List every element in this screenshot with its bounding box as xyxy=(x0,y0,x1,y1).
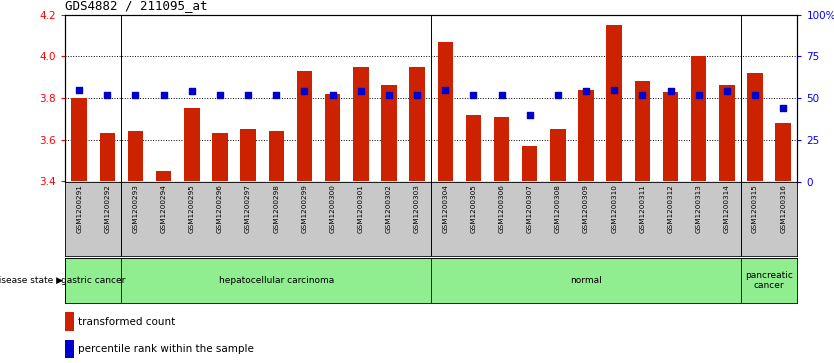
Bar xyxy=(122,258,431,303)
Bar xyxy=(128,131,143,182)
Point xyxy=(298,89,311,94)
Text: GSM1200310: GSM1200310 xyxy=(611,184,617,233)
Bar xyxy=(212,134,228,182)
Text: GSM1200293: GSM1200293 xyxy=(133,184,138,233)
Bar xyxy=(156,171,171,182)
Text: GSM1200301: GSM1200301 xyxy=(358,184,364,233)
Text: hepatocellular carcinoma: hepatocellular carcinoma xyxy=(219,276,334,285)
Bar xyxy=(776,123,791,182)
Point xyxy=(73,87,86,93)
Text: GSM1200314: GSM1200314 xyxy=(724,184,730,233)
Point xyxy=(580,89,593,94)
Text: GSM1200300: GSM1200300 xyxy=(329,184,335,233)
Bar xyxy=(353,67,369,182)
Point xyxy=(692,92,706,98)
Point xyxy=(101,92,114,98)
Bar xyxy=(691,56,706,182)
Bar xyxy=(431,258,741,303)
Bar xyxy=(494,117,510,182)
Bar xyxy=(381,85,397,182)
Text: GSM1200306: GSM1200306 xyxy=(499,184,505,233)
Point xyxy=(439,87,452,93)
Bar xyxy=(578,90,594,182)
Point xyxy=(128,92,142,98)
Text: gastric cancer: gastric cancer xyxy=(61,276,125,285)
Point xyxy=(748,92,761,98)
Bar xyxy=(465,115,481,182)
Point xyxy=(495,92,508,98)
Bar xyxy=(325,94,340,182)
Bar xyxy=(240,129,256,182)
Bar xyxy=(65,258,122,303)
Text: GSM1200302: GSM1200302 xyxy=(386,184,392,233)
Bar xyxy=(72,98,87,182)
Text: GDS4882 / 211095_at: GDS4882 / 211095_at xyxy=(65,0,208,12)
Text: disease state ▶: disease state ▶ xyxy=(0,276,63,285)
Point xyxy=(354,89,368,94)
Text: GSM1200298: GSM1200298 xyxy=(274,184,279,233)
Point xyxy=(664,89,677,94)
Text: GSM1200299: GSM1200299 xyxy=(301,184,308,233)
Text: GSM1200294: GSM1200294 xyxy=(161,184,167,233)
Text: GSM1200307: GSM1200307 xyxy=(527,184,533,233)
Bar xyxy=(550,129,565,182)
Point xyxy=(776,105,790,111)
Bar xyxy=(635,81,651,182)
Bar xyxy=(269,131,284,182)
Bar xyxy=(297,71,312,182)
Point xyxy=(721,89,734,94)
Text: normal: normal xyxy=(570,276,602,285)
Bar xyxy=(184,109,199,182)
Text: GSM1200315: GSM1200315 xyxy=(752,184,758,233)
Text: GSM1200305: GSM1200305 xyxy=(470,184,476,233)
Point xyxy=(551,92,565,98)
Bar xyxy=(606,25,622,182)
Point xyxy=(523,112,536,118)
Text: GSM1200297: GSM1200297 xyxy=(245,184,251,233)
Text: GSM1200292: GSM1200292 xyxy=(104,184,110,233)
Point xyxy=(242,92,255,98)
Text: GSM1200311: GSM1200311 xyxy=(640,184,646,233)
Point xyxy=(185,89,198,94)
Point xyxy=(382,92,395,98)
Text: GSM1200291: GSM1200291 xyxy=(76,184,82,233)
Text: GSM1200296: GSM1200296 xyxy=(217,184,223,233)
Point xyxy=(157,92,170,98)
Bar xyxy=(747,73,763,182)
Bar xyxy=(663,92,678,182)
Text: percentile rank within the sample: percentile rank within the sample xyxy=(78,344,254,354)
Point xyxy=(269,92,283,98)
Text: GSM1200316: GSM1200316 xyxy=(781,184,786,233)
Text: GSM1200313: GSM1200313 xyxy=(696,184,701,233)
Point xyxy=(467,92,480,98)
Bar xyxy=(719,85,735,182)
Point xyxy=(214,92,227,98)
Point xyxy=(607,87,620,93)
Text: transformed count: transformed count xyxy=(78,317,175,327)
Bar xyxy=(65,340,74,358)
Text: pancreatic
cancer: pancreatic cancer xyxy=(746,271,793,290)
Bar xyxy=(522,146,537,182)
Point xyxy=(410,92,424,98)
Text: GSM1200308: GSM1200308 xyxy=(555,184,561,233)
Bar xyxy=(99,134,115,182)
Bar xyxy=(438,42,453,182)
Bar xyxy=(65,313,74,331)
Text: GSM1200309: GSM1200309 xyxy=(583,184,589,233)
Bar xyxy=(409,67,425,182)
Bar xyxy=(741,258,797,303)
Text: GSM1200295: GSM1200295 xyxy=(188,184,195,233)
Point xyxy=(636,92,649,98)
Point xyxy=(326,92,339,98)
Text: GSM1200304: GSM1200304 xyxy=(442,184,448,233)
Text: GSM1200303: GSM1200303 xyxy=(414,184,420,233)
Text: GSM1200312: GSM1200312 xyxy=(667,184,674,233)
